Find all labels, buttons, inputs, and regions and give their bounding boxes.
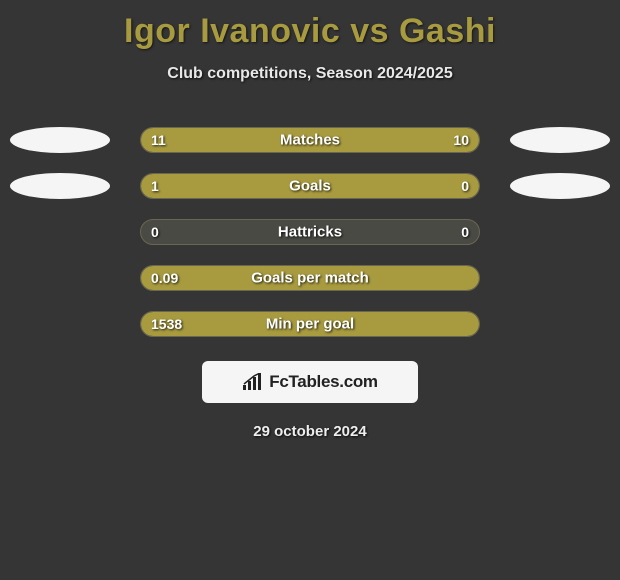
brand-text: FcTables.com <box>269 372 378 392</box>
stat-bar-fill-right <box>405 174 479 198</box>
stat-bar-fill-right <box>317 128 479 152</box>
bar-chart-icon <box>242 373 264 391</box>
stat-bar: 10Goals <box>140 173 480 199</box>
stat-bar: 1110Matches <box>140 127 480 153</box>
stat-bar-fill-left <box>141 128 317 152</box>
player-left-marker <box>10 173 110 199</box>
stat-value-right: 0 <box>461 224 469 240</box>
player-left-marker <box>10 127 110 153</box>
comparison-row: 1538Min per goal <box>0 301 620 347</box>
stat-value-left: 0 <box>151 224 159 240</box>
stat-bar-fill-left <box>141 266 479 290</box>
comparison-row: 0 0Hattricks <box>0 209 620 255</box>
subtitle: Club competitions, Season 2024/2025 <box>0 65 620 83</box>
page-title: Igor Ivanovic vs Gashi <box>0 0 620 51</box>
stat-label: Hattricks <box>141 224 479 241</box>
stat-bar: 1538Min per goal <box>140 311 480 337</box>
stat-bar-fill-left <box>141 174 405 198</box>
comparison-row: 10Goals <box>0 163 620 209</box>
comparison-rows: 1110Matches 10Goals 0 0Hattricks 0.09Goals p… <box>0 117 620 347</box>
comparison-row: 0.09Goals per match <box>0 255 620 301</box>
player-right-marker <box>510 173 610 199</box>
footer-brand-box[interactable]: FcTables.com <box>202 361 418 403</box>
brand-logo: FcTables.com <box>242 372 378 392</box>
stat-bar: 0.09Goals per match <box>140 265 480 291</box>
comparison-row: 1110Matches <box>0 117 620 163</box>
stat-bar: 0 0Hattricks <box>140 219 480 245</box>
date-label: 29 october 2024 <box>0 423 620 440</box>
player-right-marker <box>510 127 610 153</box>
stat-bar-fill-left <box>141 312 479 336</box>
